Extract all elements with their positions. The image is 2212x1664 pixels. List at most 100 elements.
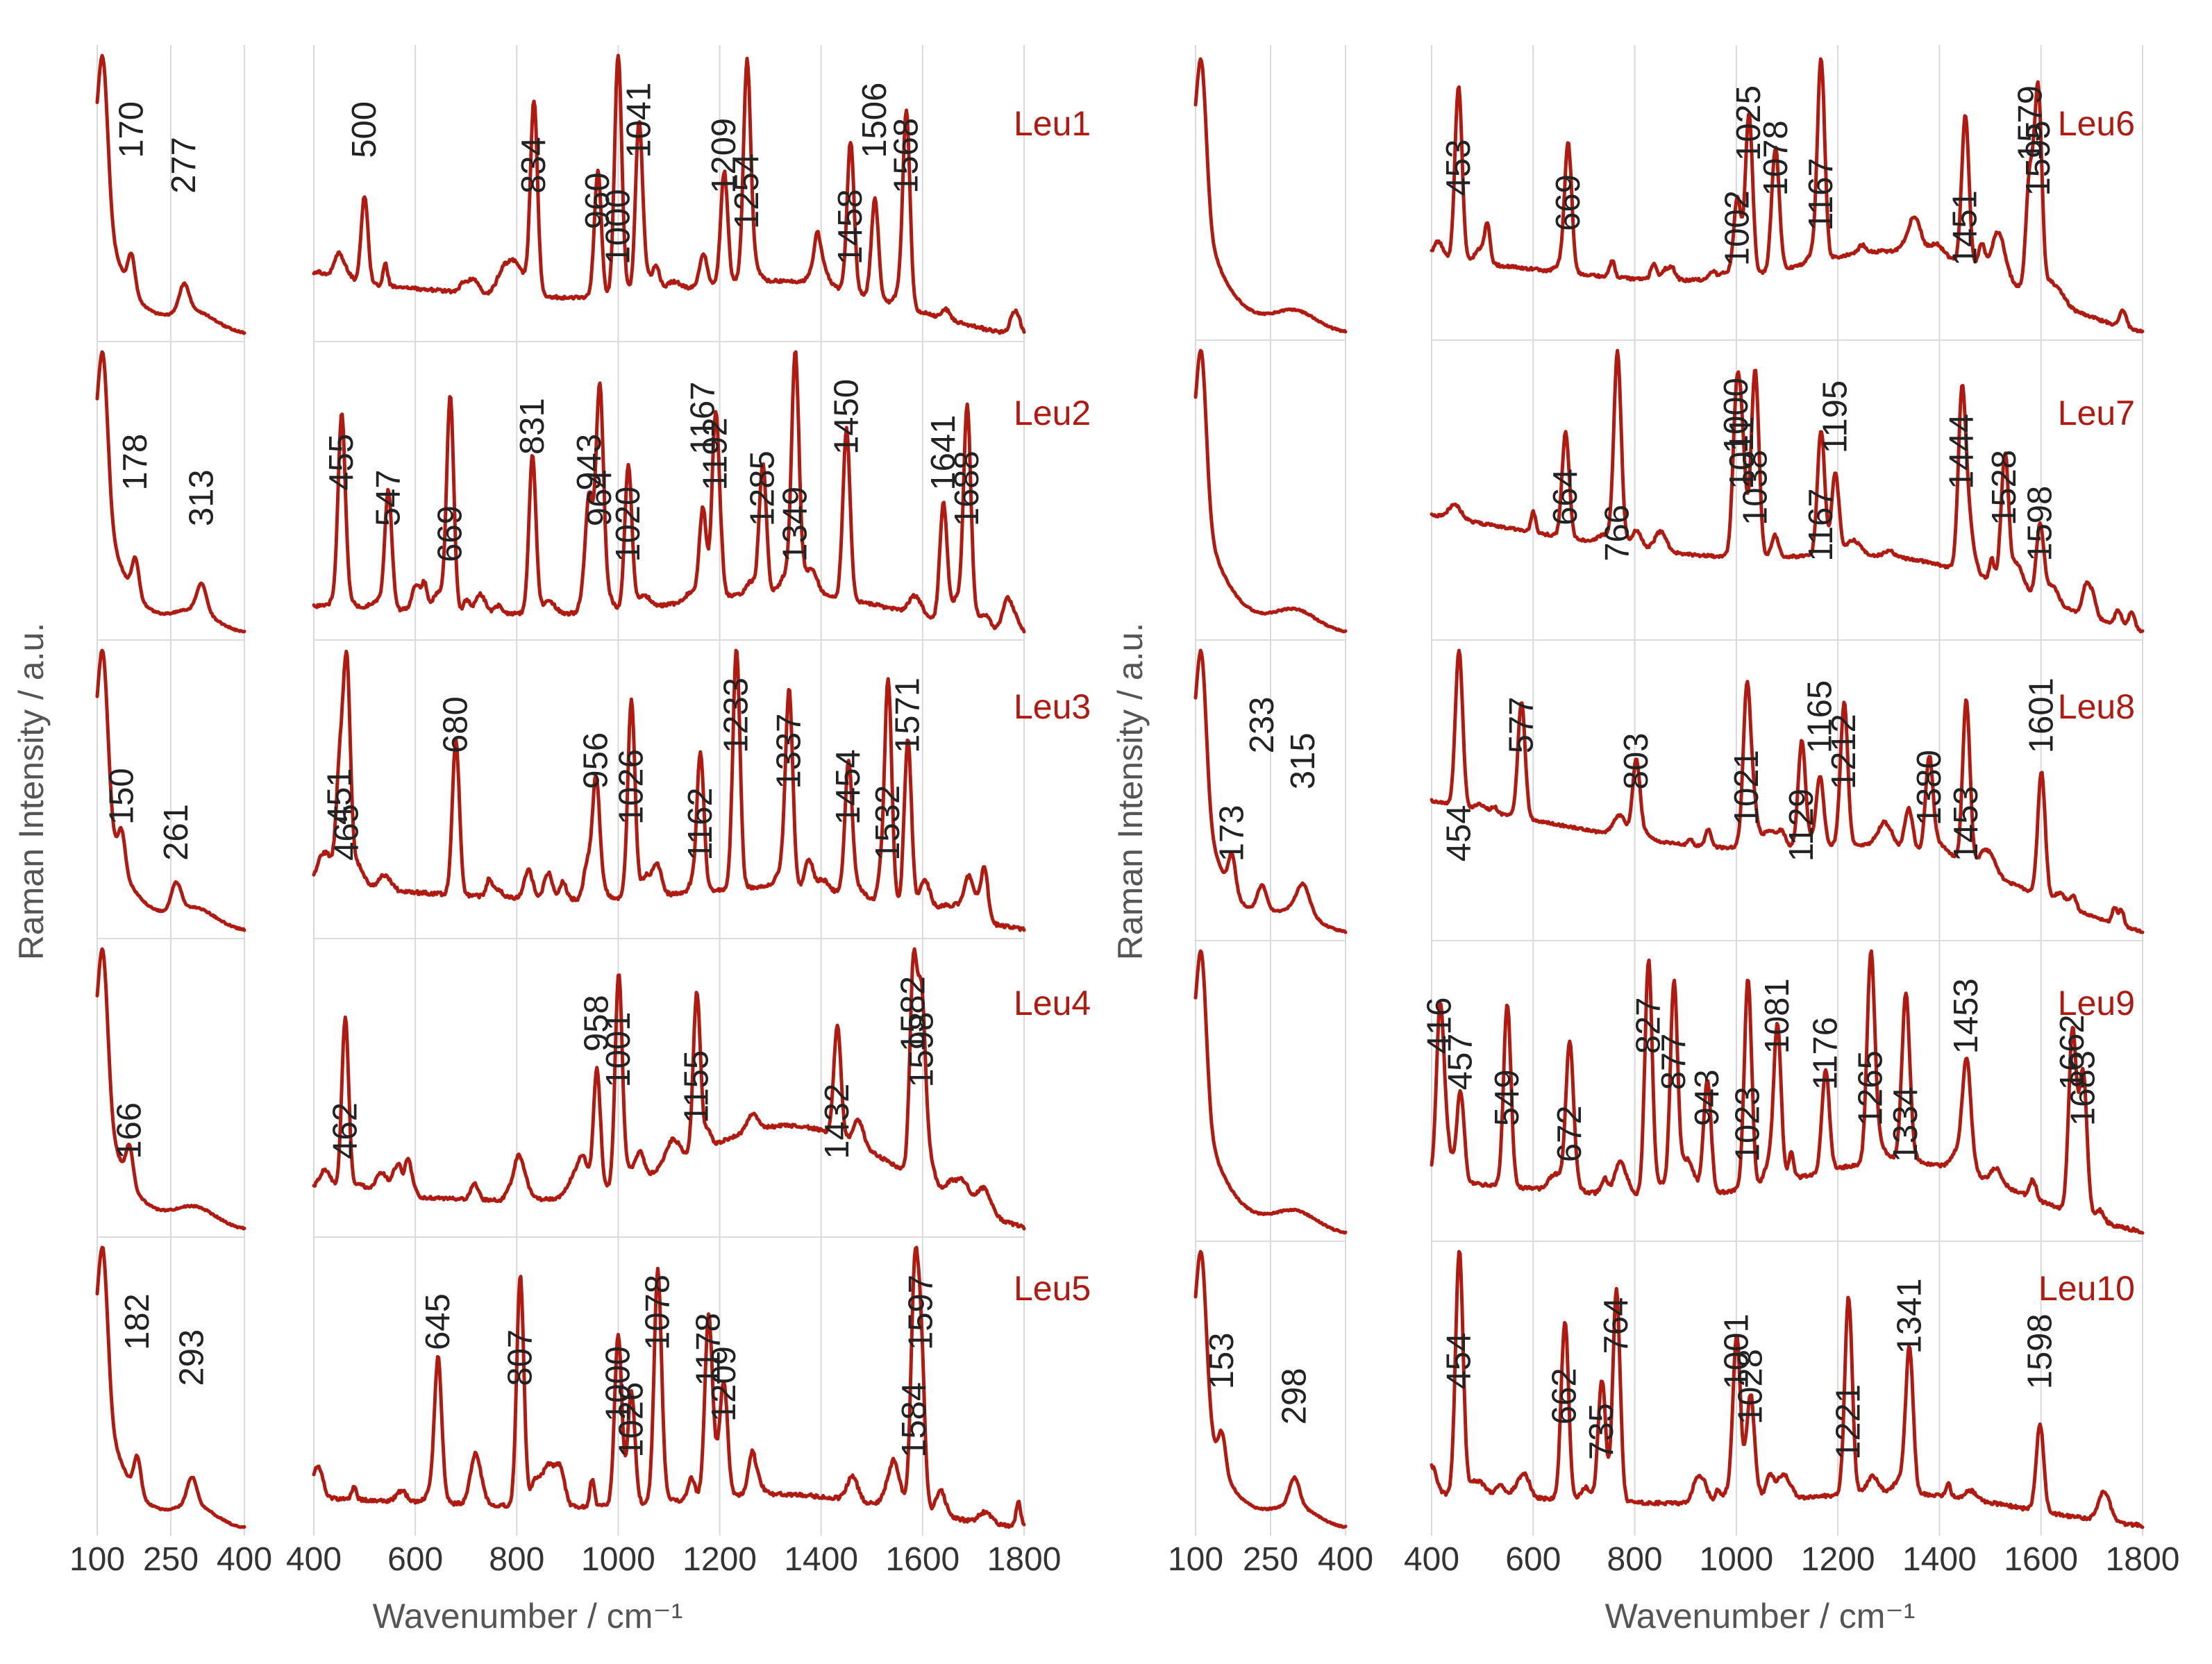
spectrum-low-leu7 bbox=[1193, 348, 1348, 634]
peak-label-high-leu7-7: 1444 bbox=[1943, 414, 1981, 489]
peak-label-high-leu2-3: 831 bbox=[514, 398, 551, 455]
spectrum-low-leu8 bbox=[1193, 648, 1348, 934]
peak-label-high-leu10-1: 662 bbox=[1546, 1368, 1584, 1425]
peak-label-high-leu1-4: 1041 bbox=[620, 83, 657, 158]
peak-label-high-leu4-5: 1582 bbox=[895, 976, 932, 1052]
peak-label-high-leu5-1: 807 bbox=[501, 1329, 539, 1386]
peak-label-high-leu6-5: 1167 bbox=[1802, 158, 1840, 230]
spectrum-high-leu2 bbox=[312, 350, 1026, 634]
series-name-leu4: Leu4 bbox=[1014, 984, 1091, 1023]
x-tick-high-right-1000: 1000 bbox=[1699, 1541, 1773, 1578]
peak-label-high-leu9-11: 1334 bbox=[1887, 1086, 1925, 1162]
x-tick-high-right-1800: 1800 bbox=[2106, 1541, 2180, 1578]
peak-label-high-leu9-3: 672 bbox=[1551, 1105, 1589, 1162]
spectrum-low-leu4 bbox=[95, 947, 246, 1231]
grid-lines bbox=[97, 45, 2143, 1536]
peak-label-high-leu1-7: 1458 bbox=[832, 189, 869, 264]
peak-label-high-leu6-2: 1002 bbox=[1718, 190, 1756, 266]
peak-label-low-leu3-1: 261 bbox=[158, 804, 195, 861]
x-tick-high-right-600: 600 bbox=[1505, 1541, 1561, 1578]
peak-label-high-leu5-6: 1209 bbox=[705, 1346, 743, 1422]
peak-label-high-leu1-5: 1209 bbox=[705, 118, 743, 194]
x-tick-high-left-1000: 1000 bbox=[581, 1541, 655, 1578]
peak-label-high-leu2-11: 1450 bbox=[828, 379, 865, 455]
series-name-leu2: Leu2 bbox=[1014, 394, 1091, 432]
peak-label-high-leu9-9: 1176 bbox=[1807, 1017, 1845, 1090]
spectrum-low-leu5 bbox=[95, 1245, 246, 1529]
peak-label-high-leu7-6: 1195 bbox=[1817, 380, 1854, 453]
peak-label-high-leu10-0: 454 bbox=[1440, 1333, 1477, 1390]
peak-label-low-leu10-1: 298 bbox=[1276, 1368, 1314, 1425]
peak-label-low-leu2-1: 313 bbox=[183, 469, 221, 526]
peak-label-high-leu4-1: 958 bbox=[578, 995, 616, 1052]
peak-label-high-leu1-1: 834 bbox=[515, 137, 553, 194]
series-name-leu8: Leu8 bbox=[2058, 687, 2135, 726]
x-axis-label-left: Wavenumber / cm⁻¹ bbox=[373, 1597, 683, 1636]
peak-label-low-leu8-0: 173 bbox=[1214, 805, 1251, 862]
x-tick-high-right-1600: 1600 bbox=[2004, 1541, 2078, 1578]
peak-label-high-leu1-3: 1000 bbox=[599, 189, 637, 264]
x-tick-high-left-400: 400 bbox=[286, 1541, 342, 1578]
peak-label-high-leu5-3: 1026 bbox=[612, 1382, 650, 1458]
peak-label-high-leu2-4: 943 bbox=[571, 434, 608, 491]
spectrum-high-leu3 bbox=[312, 648, 1026, 932]
peak-label-high-leu8-3: 1021 bbox=[1728, 750, 1766, 825]
peak-label-high-leu4-4: 1432 bbox=[819, 1084, 856, 1159]
peak-label-high-leu3-4: 1026 bbox=[612, 749, 650, 825]
peak-label-high-leu5-0: 645 bbox=[419, 1293, 457, 1350]
peak-label-high-leu10-8: 1598 bbox=[2021, 1313, 2059, 1389]
spectrum-low-leu3 bbox=[95, 648, 246, 932]
peak-label-high-leu9-2: 549 bbox=[1489, 1069, 1526, 1126]
peak-label-high-leu6-0: 453 bbox=[1440, 140, 1477, 196]
peak-label-low-leu10-0: 153 bbox=[1203, 1333, 1241, 1390]
spectrum-high-leu1 bbox=[312, 53, 1026, 335]
peak-label-high-leu3-2: 680 bbox=[437, 696, 475, 753]
peak-label-low-leu5-1: 293 bbox=[173, 1329, 210, 1386]
peak-label-high-leu8-5: 1165 bbox=[1802, 680, 1839, 753]
peak-label-high-leu6-8: 1595 bbox=[2020, 120, 2057, 196]
spectrum-high-leu5 bbox=[312, 1245, 1026, 1529]
peak-label-high-leu4-0: 462 bbox=[326, 1102, 364, 1159]
spectrum-high-leu7 bbox=[1430, 348, 2145, 634]
peak-label-high-leu9-7: 1023 bbox=[1729, 1086, 1767, 1162]
peak-label-high-leu8-4: 1129 bbox=[1783, 789, 1820, 862]
peak-label-high-leu8-2: 803 bbox=[1618, 733, 1655, 790]
peak-label-low-leu1-0: 170 bbox=[113, 101, 151, 158]
peak-label-high-leu9-10: 1265 bbox=[1852, 1050, 1890, 1126]
spectrum-high-leu10 bbox=[1430, 1250, 2145, 1529]
peak-label-high-leu7-3: 1011 bbox=[1723, 417, 1761, 489]
peak-label-high-leu7-9: 1598 bbox=[2021, 486, 2059, 562]
peak-label-high-leu7-1: 766 bbox=[1599, 505, 1636, 562]
peak-label-low-leu3-0: 150 bbox=[103, 768, 140, 825]
peak-label-high-leu6-3: 1025 bbox=[1730, 85, 1768, 161]
peak-label-high-leu9-0: 416 bbox=[1421, 998, 1459, 1054]
x-tick-low-left-250: 250 bbox=[143, 1541, 199, 1578]
series-name-leu3: Leu3 bbox=[1014, 687, 1091, 726]
peak-label-high-leu10-4: 1001 bbox=[1718, 1313, 1756, 1389]
peak-label-high-leu3-7: 1337 bbox=[771, 714, 808, 789]
peak-label-high-leu3-8: 1454 bbox=[830, 749, 867, 825]
peak-label-high-leu2-10: 1349 bbox=[776, 487, 814, 562]
spectrum-low-leu2 bbox=[95, 350, 246, 634]
peak-label-high-leu9-1: 457 bbox=[1442, 1034, 1480, 1091]
peak-label-high-leu3-10: 1571 bbox=[889, 678, 927, 753]
peak-label-high-leu3-1: 465 bbox=[328, 804, 366, 861]
series-name-leu9: Leu9 bbox=[2058, 984, 2135, 1023]
peak-label-high-leu8-8: 1453 bbox=[1947, 786, 1985, 862]
y-axis-label-left: Raman Intensity / a.u. bbox=[12, 623, 51, 960]
series-name-leu10: Leu10 bbox=[2038, 1269, 2135, 1308]
peak-label-high-leu1-9: 1568 bbox=[888, 118, 925, 194]
y-axis-label-right: Raman Intensity / a.u. bbox=[1111, 623, 1150, 960]
peak-label-high-leu1-6: 1254 bbox=[728, 153, 766, 229]
peak-label-high-leu7-2: 1000 bbox=[1718, 378, 1755, 453]
spectrum-high-leu8 bbox=[1430, 648, 2145, 934]
peak-label-high-leu2-1: 547 bbox=[369, 469, 407, 526]
